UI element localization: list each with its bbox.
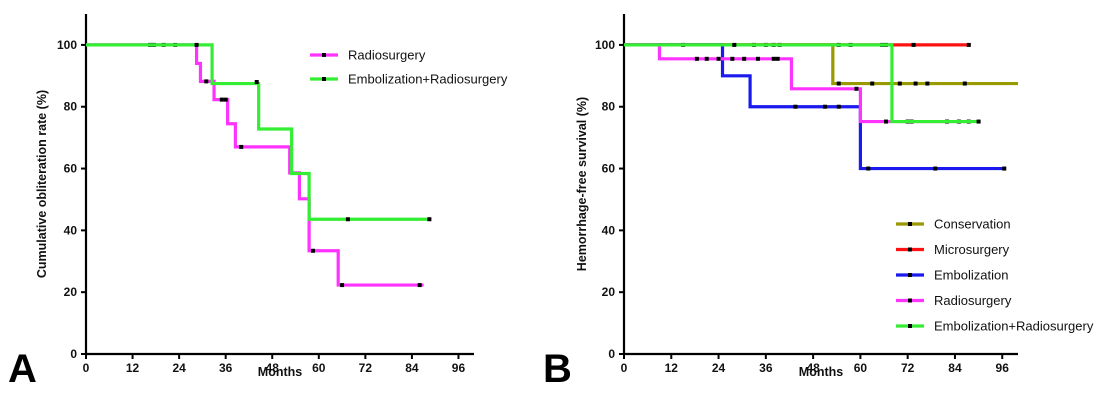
panel-b-x-tick-label: 72 xyxy=(901,361,915,375)
panel-b-legend-conservation-label: Conservation xyxy=(934,217,1011,232)
panel-b-series-conservation-censor-mark xyxy=(836,81,841,86)
panel-b-y-axis-title: Hemorrhage-free survival (%) xyxy=(575,97,589,271)
panel-b-series-radiosurgery-censor-mark xyxy=(694,56,699,61)
panel-b-x-tick-label: 84 xyxy=(948,361,962,375)
panel-b-series-embolization-radiosurgery-line xyxy=(624,43,981,124)
panel-a-x-tick-label: 36 xyxy=(219,361,233,375)
panel-b-legend-microsurgery-label: Microsurgery xyxy=(934,242,1010,257)
panel-a-x-axis-title: Months xyxy=(258,365,302,379)
panel-a-series-radiosurgery-censor-mark xyxy=(310,248,315,253)
panel-a-legend-radiosurgery-label: Radiosurgery xyxy=(348,48,426,63)
panel-b-series-radiosurgery-censor-mark xyxy=(771,56,776,61)
panel-a-x-tick-label: 24 xyxy=(172,361,186,375)
panel-b-series-radiosurgery-censor-mark xyxy=(755,56,760,61)
panel-b-y-tick-label: 80 xyxy=(602,100,616,114)
panel-b-series-radiosurgery-censor-mark xyxy=(775,56,780,61)
panel-b-series-radiosurgery-censor-mark xyxy=(730,56,735,61)
panel-a-series-embolization-radiosurgery-censor-mark xyxy=(194,42,199,47)
panel-a-series-radiosurgery-censor-mark xyxy=(223,97,228,102)
panel-b-series-radiosurgery-line xyxy=(624,43,971,124)
panel-b-series-embolization-censor-mark xyxy=(822,104,827,109)
panel-a-legend-embolization-radiosurgery-label: Embolization+Radiosurgery xyxy=(348,72,508,87)
panel-a-y-tick-label: 80 xyxy=(64,100,78,114)
panel-b-y-tick-label: 0 xyxy=(608,347,615,361)
panel-b-series-conservation-censor-mark xyxy=(962,81,967,86)
panel-b-series-conservation-censor-mark xyxy=(870,81,875,86)
panel-a-x-tick-label: 48 xyxy=(266,361,280,375)
panel-b-series-embolization-censor-mark xyxy=(793,104,798,109)
panel-a-series-embolization-radiosurgery-censor-mark xyxy=(427,217,432,222)
panel-a-y-tick-label: 100 xyxy=(57,38,77,52)
panel-b-series-embolization-censor-mark xyxy=(836,104,841,109)
panel-b-series-microsurgery-censor-mark xyxy=(966,42,971,47)
panel-b-series-embolization-radiosurgery-censor-mark xyxy=(976,119,981,124)
panel-b-series-radiosurgery-censor-mark xyxy=(884,119,889,124)
panel-a-x-tick-label: 72 xyxy=(359,361,373,375)
panel-b-letter: B xyxy=(543,347,572,391)
panel-b-x-tick-label: 24 xyxy=(712,361,726,375)
panel-b-series-radiosurgery-censor-mark xyxy=(742,56,747,61)
panel-a-y-tick-label: 20 xyxy=(64,285,78,299)
panel-a-series-radiosurgery-censor-mark xyxy=(340,283,345,288)
panel-b-x-tick-label: 36 xyxy=(759,361,773,375)
panel-b: B 0 12 24 36 48 60 72 84 96 0 20 40 60 80 100 Months Hem… xyxy=(543,14,1094,391)
panel-a-plot: 0 12 24 36 48 60 72 84 96 0 20 40 60 80 100 Months Cumul… xyxy=(35,14,508,379)
panel-b-series-conservation-censor-mark xyxy=(897,81,902,86)
panel-b-y-tick-label: 20 xyxy=(602,285,616,299)
panel-b-x-tick-label: 48 xyxy=(806,361,820,375)
panel-a-series-radiosurgery-line xyxy=(86,43,424,287)
panel-b-series-microsurgery-censor-mark xyxy=(911,42,916,47)
panel-a-x-tick-label: 96 xyxy=(452,361,466,375)
panel-b-x-axis-title: Months xyxy=(799,365,843,379)
panel-a-x-tick-label: 84 xyxy=(405,361,419,375)
panel-b-legend-embolization-label: Embolization xyxy=(934,268,1008,283)
panel-a-y-axis-title: Cumulative obliteration rate (%) xyxy=(35,90,49,278)
panel-b-y-tick-label: 60 xyxy=(602,162,616,176)
panel-a-y-tick-label: 60 xyxy=(64,162,78,176)
panel-b-series-conservation-line xyxy=(624,43,1018,86)
panel-a-series-radiosurgery-censor-mark xyxy=(204,79,209,84)
panel-b-x-tick-label: 12 xyxy=(665,361,679,375)
panel-a-series-radiosurgery-censor-mark xyxy=(417,283,422,288)
panel-a-x-tick-label: 0 xyxy=(83,361,90,375)
panel-b-series-embolization-censor-mark xyxy=(1002,166,1007,171)
panel-a-series-embolization-radiosurgery-censor-mark xyxy=(254,80,259,84)
panel-b-series-radiosurgery-censor-mark xyxy=(716,56,721,61)
panel-b-x-tick-label: 0 xyxy=(621,361,628,375)
panel-b-series-conservation-censor-mark xyxy=(925,81,930,86)
panel-b-series-radiosurgery-censor-mark xyxy=(704,56,709,61)
panel-b-series-embolization-radiosurgery-censor-mark xyxy=(732,42,737,47)
panel-b-series-embolization-censor-mark xyxy=(866,166,871,171)
panel-a-letter: A xyxy=(8,347,37,391)
panel-b-series-conservation-censor-mark xyxy=(913,81,918,86)
panel-a-y-tick-label: 0 xyxy=(70,347,77,361)
panel-b-legend-microsurgery-swatch-mark xyxy=(908,247,912,252)
panel-b-x-tick-label: 60 xyxy=(854,361,868,375)
panel-b-series-radiosurgery-censor-mark xyxy=(854,86,859,91)
panel-a-series-radiosurgery-censor-mark xyxy=(239,144,244,149)
panel-b-legend-embolization-radiosurgery-label: Embolization+Radiosurgery xyxy=(934,319,1094,334)
panel-a-legend-radiosurgery-swatch-mark xyxy=(322,53,326,57)
panel-b-legend-conservation-swatch-mark xyxy=(908,222,912,226)
panel-a-series-embolization-radiosurgery-line xyxy=(86,43,432,221)
panel-b-y-tick-label: 40 xyxy=(602,223,616,237)
panel-b-legend-radiosurgery-label: Radiosurgery xyxy=(934,293,1012,308)
panel-a-y-tick-label: 40 xyxy=(64,223,78,237)
panel-a-x-tick-label: 12 xyxy=(126,361,140,375)
panel-b-y-tick-label: 100 xyxy=(595,38,615,52)
panel-a: A 0 12 24 36 48 60 72 84 96 0 20 40 60 80 100 Months Cum… xyxy=(8,14,508,391)
panel-b-legend-radiosurgery-swatch-mark xyxy=(908,298,912,303)
panel-b-series-embolization-censor-mark xyxy=(933,166,938,171)
panel-b-legend-embolization-swatch-mark xyxy=(908,273,912,277)
panel-a-x-tick-label: 60 xyxy=(312,361,326,375)
panel-a-legend-embolization-radiosurgery-swatch-mark xyxy=(322,77,326,81)
panel-a-series-radiosurgery-censor-mark xyxy=(219,97,224,102)
panel-b-legend-embolization-radiosurgery-swatch-mark xyxy=(908,324,912,328)
panel-b-x-tick-label: 96 xyxy=(996,361,1010,375)
panel-b-plot: 0 12 24 36 48 60 72 84 96 0 20 40 60 80 100 Months Hemor… xyxy=(575,14,1094,379)
panel-a-series-embolization-radiosurgery-censor-mark xyxy=(345,217,350,222)
panel-b-series-embolization-line xyxy=(624,43,1007,171)
